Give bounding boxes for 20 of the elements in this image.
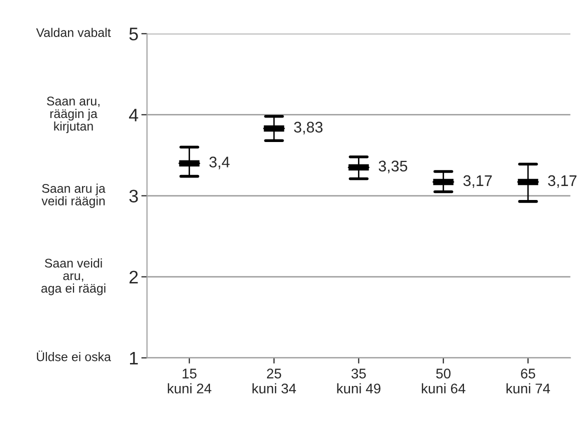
text: 3,83 [294, 122, 323, 134]
text: Saan aru, räägin ja kirjutan [46, 96, 100, 134]
x-tick-label: 15 kuni 24 [168, 368, 212, 394]
x-tick-label: 25 kuni 34 [252, 368, 296, 394]
x-tick-label: 35 kuni 49 [337, 368, 380, 394]
y-tick-label: 4 [129, 108, 138, 122]
text: 3,17 [463, 175, 492, 188]
text: 3,17 [548, 175, 576, 188]
text: Saan veidi aru, aga ei räägi [41, 258, 106, 296]
x-tick-label: 65 kuni 74 [506, 368, 550, 394]
text: 3,4 [209, 156, 230, 170]
y-tick-label: 2 [130, 270, 138, 284]
x-tick-label: 50 kuni 64 [422, 368, 466, 394]
text: Saan aru ja veidi räägin [42, 184, 106, 208]
text: Üldse ei oska [36, 350, 112, 362]
y-tick-label: 3 [129, 190, 138, 202]
y-tick-label: 5 [129, 28, 138, 40]
text: 3,35 [378, 160, 408, 174]
y-tick-label: 1 [130, 352, 138, 364]
text: Valdan vabalt [36, 28, 111, 38]
